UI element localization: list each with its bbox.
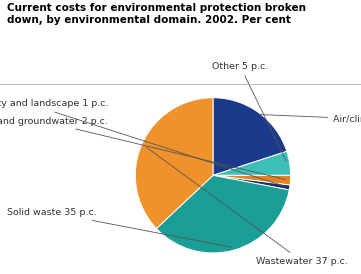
- Text: Other 5 p.c.: Other 5 p.c.: [212, 62, 286, 161]
- Text: Current costs for environmental protection broken
down, by environmental domain.: Current costs for environmental protecti…: [7, 3, 306, 25]
- Text: Air/climate 20 p.c.: Air/climate 20 p.c.: [260, 115, 361, 124]
- Wedge shape: [135, 98, 213, 229]
- Text: Solid waste 35 p.c.: Solid waste 35 p.c.: [7, 208, 231, 247]
- Wedge shape: [213, 175, 291, 185]
- Wedge shape: [213, 175, 290, 190]
- Wedge shape: [213, 151, 291, 175]
- Wedge shape: [213, 98, 287, 175]
- Wedge shape: [156, 175, 289, 253]
- Text: Soil and groundwater 2 p.c.: Soil and groundwater 2 p.c.: [0, 116, 286, 179]
- Text: Wastewater 37 p.c.: Wastewater 37 p.c.: [146, 147, 348, 266]
- Text: Biodiversity and landscape 1 p.c.: Biodiversity and landscape 1 p.c.: [0, 99, 285, 186]
